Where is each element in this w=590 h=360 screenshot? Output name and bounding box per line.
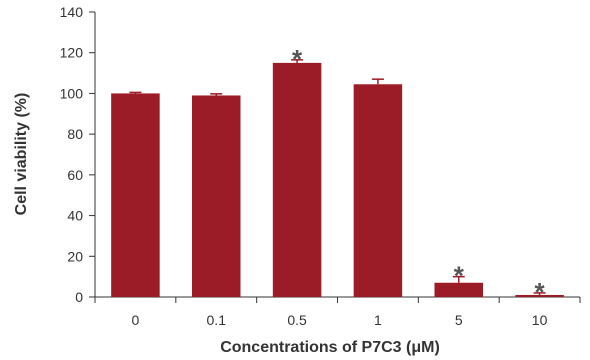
error-bars	[129, 59, 546, 295]
bars	[111, 62, 564, 298]
y-tick-label: 0	[75, 289, 83, 305]
y-tick-label: 60	[67, 167, 83, 183]
bar	[515, 294, 564, 297]
x-tick-label: 5	[455, 312, 463, 328]
significance-asterisk: *	[535, 277, 546, 307]
significance-marks: * * *	[292, 44, 545, 307]
significance-asterisk: *	[454, 261, 465, 291]
bar	[353, 84, 403, 298]
x-axis	[94, 296, 581, 303]
y-tick-label: 140	[60, 4, 84, 20]
y-tick-label: 20	[67, 248, 83, 264]
significance-asterisk: *	[292, 44, 303, 74]
x-axis-title: Concentrations of P7C3 (μM)	[220, 339, 440, 356]
x-tick-label: 0.1	[207, 312, 227, 328]
x-tick-label: 0.5	[287, 312, 307, 328]
x-tick-label: 10	[532, 312, 548, 328]
y-axis	[89, 11, 96, 298]
bar	[192, 95, 241, 297]
y-tick-label: 120	[60, 45, 84, 61]
y-tick-label: 100	[60, 85, 84, 101]
y-tick-labels: 0 20 40 60 80 100 120 140	[60, 4, 84, 305]
y-tick-label: 40	[67, 208, 83, 224]
bar	[272, 62, 322, 298]
bar	[434, 282, 483, 297]
y-axis-title: Cell viability (%)	[13, 93, 30, 216]
y-tick-label: 80	[67, 126, 83, 142]
bar	[111, 93, 160, 297]
x-tick-labels: 0 0.1 0.5 1 5 10	[132, 312, 548, 328]
x-tick-label: 0	[132, 312, 140, 328]
x-tick-label: 1	[374, 312, 382, 328]
